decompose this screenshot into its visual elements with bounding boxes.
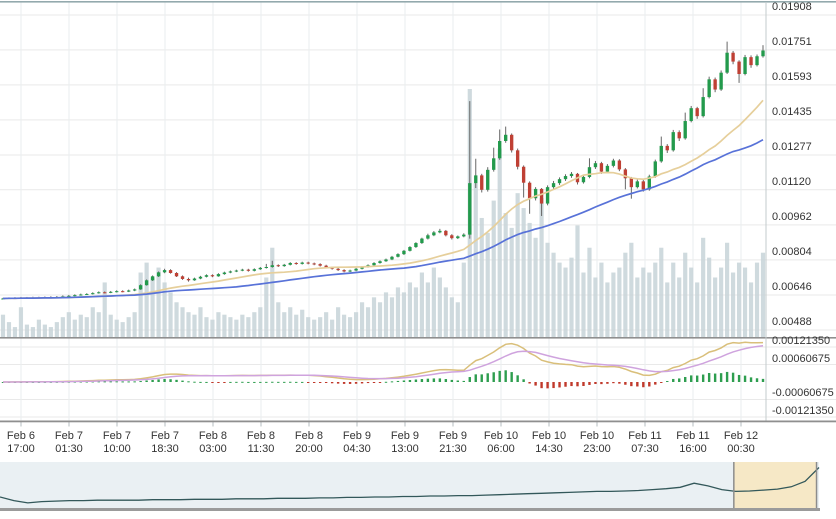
datetime-axis-label: Feb 11 07:30 (628, 430, 662, 455)
gridlines (0, 2, 836, 427)
price-axis-label: 0.01435 (772, 105, 812, 118)
price-axis-label: 0.01751 (772, 35, 812, 48)
navigator-right-handle[interactable] (813, 462, 821, 508)
datetime-axis-label: Feb 11 16:00 (676, 430, 710, 455)
macd-plot-area[interactable] (0, 339, 766, 421)
price-axis-label: 0.00804 (772, 245, 812, 258)
datetime-axis-label: Feb 8 20:00 (294, 430, 324, 455)
datetime-axis-label: Feb 7 01:30 (54, 430, 84, 455)
navigator (0, 462, 820, 511)
main-plot-area[interactable] (0, 2, 766, 337)
datetime-axis-label: Feb 10 14:30 (531, 430, 567, 455)
price-axis-label: 0.00488 (772, 316, 812, 328)
navigator-track[interactable] (0, 462, 734, 508)
price-axis-label: 0.01120 (772, 175, 811, 188)
datetime-axis-label: Feb 9 21:30 (438, 430, 468, 455)
datetime-axis-label: Feb 7 18:30 (150, 430, 180, 455)
candlestick-layer (1, 41, 765, 300)
price-axis-label: 0.01908 (772, 1, 812, 13)
indicator-axis-label: 0.00060675 (772, 352, 831, 365)
price-axis-label: 0.01277 (772, 140, 812, 153)
datetime-axis-label: Feb 8 03:00 (198, 430, 228, 455)
datetime-axis-label: Feb 12 00:30 (723, 430, 759, 455)
navigator-left-handle[interactable] (730, 462, 738, 508)
datetime-axis-label: Feb 10 23:00 (579, 430, 615, 455)
datetime-axis-label: Feb 9 04:30 (342, 430, 372, 455)
price-axis-label: 0.00962 (772, 210, 812, 223)
ma-slow-line (2, 138, 764, 300)
navigator-selection[interactable] (738, 462, 813, 508)
indicator-axis-label: -0.00060675 (772, 387, 834, 400)
indicator-axis-label: 0.00121350 (772, 335, 831, 347)
datetime-axis-label: Feb 7 10:00 (102, 430, 132, 455)
datetime-axis-label: Feb 10 06:00 (483, 430, 519, 455)
macd-layer (1, 341, 765, 389)
indicator-axis-label: -0.00121350 (772, 404, 834, 417)
price-axis-label: 0.00646 (772, 280, 812, 293)
panel-borders (0, 1, 836, 423)
datetime-axis-label: Feb 8 11:30 (246, 430, 276, 455)
datetime-axis-label: Feb 6 17:00 (6, 430, 36, 455)
datetime-axis-label: Feb 9 13:00 (390, 430, 420, 455)
price-axis-label: 0.01593 (772, 70, 812, 83)
